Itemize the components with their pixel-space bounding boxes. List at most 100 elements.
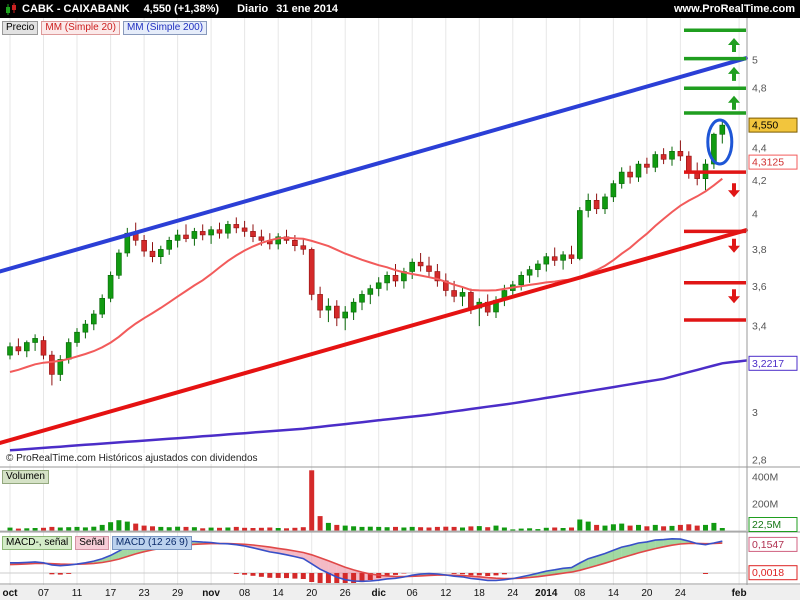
macd-fill	[646, 540, 656, 551]
volume-bar	[669, 525, 675, 531]
macd-fill	[613, 547, 622, 561]
candle-body	[660, 154, 667, 160]
mm20-legend-chip[interactable]: MM (Simple 20)	[41, 21, 120, 35]
candle-body	[719, 124, 726, 135]
volume-bar	[57, 527, 63, 531]
candle-body	[250, 231, 256, 237]
candle-body	[585, 200, 592, 211]
volume-bar	[124, 521, 130, 532]
macd-histogram	[49, 573, 708, 583]
macd-histogram-bar	[292, 573, 298, 579]
volume-bar	[200, 528, 206, 531]
price-series-chip[interactable]: Precio	[2, 21, 39, 35]
price-axis-label: 4,8	[752, 83, 767, 95]
candle-body	[417, 261, 424, 267]
volume-bar	[41, 527, 46, 531]
candle-body	[459, 292, 466, 297]
up-arrow[interactable]	[728, 38, 740, 52]
volume-bar	[359, 526, 365, 531]
candle-body	[325, 305, 332, 311]
volume-bar	[74, 526, 80, 531]
volume-bar	[242, 527, 248, 531]
volume-bar	[217, 527, 222, 531]
volume-bar	[468, 526, 474, 531]
highlight-ellipse[interactable]	[706, 118, 734, 166]
x-axis-tick: 17	[105, 588, 117, 599]
candle-body	[241, 227, 248, 232]
x-axis-tick: oct	[3, 588, 19, 599]
volume-bar	[569, 527, 574, 531]
macd-histogram-bar	[317, 573, 323, 583]
candle-body	[174, 234, 181, 241]
macd-fill	[655, 539, 664, 549]
volume-bar	[711, 522, 717, 531]
volume-bar	[409, 526, 415, 531]
candle-body	[602, 196, 608, 210]
volume-bar	[284, 528, 289, 531]
chart-canvas[interactable]: 5 4,8 4,4 4,2 4 3,8 3,6 3,4 3 2,8 4,550 4,3125 3,221…	[0, 18, 800, 600]
volume-bar	[300, 527, 306, 531]
volume-bar	[99, 524, 105, 531]
candle-body	[434, 271, 441, 282]
macd-histogram-bar	[367, 573, 373, 580]
volume-bar	[32, 528, 38, 531]
volume-bar	[636, 524, 641, 531]
candle-body	[233, 224, 240, 229]
volume-bar	[49, 526, 55, 531]
upper-channel-trendline[interactable]	[0, 56, 748, 274]
macd-fill	[320, 557, 329, 574]
candle-body	[107, 274, 114, 299]
x-axis-tick: 29	[172, 588, 184, 599]
volume-chip[interactable]: Volumen	[2, 470, 49, 484]
axis-badge-text: 3,2217	[752, 358, 784, 370]
candle-body	[711, 133, 717, 165]
price-axis-label: 3,8	[752, 244, 767, 256]
volume-bar	[317, 516, 323, 531]
volume-bar	[401, 527, 407, 531]
down-arrow[interactable]	[728, 183, 740, 198]
volume-bar	[619, 523, 625, 531]
axis-badge	[748, 517, 798, 532]
up-arrow[interactable]	[728, 66, 740, 81]
lower-channel-trendline[interactable]	[0, 228, 748, 445]
date-label: 31 ene 2014	[276, 3, 339, 15]
volume-bars	[7, 470, 725, 532]
x-axis-tick: 11	[72, 588, 83, 599]
axis-badge	[748, 536, 798, 552]
chart-background	[0, 18, 800, 600]
macd-fill	[303, 552, 312, 564]
x-axis-tick: 26	[340, 588, 352, 599]
volume-bar	[225, 527, 231, 531]
macd-hist-chip[interactable]: MACD-, señal	[2, 536, 73, 550]
x-axis-tick: 24	[675, 588, 687, 599]
down-arrow[interactable]	[728, 289, 740, 304]
candle-body	[183, 234, 189, 239]
mm200-legend-chip[interactable]: MM (Simple 200)	[122, 21, 208, 35]
macd-histogram-bar	[451, 573, 457, 574]
candle-body	[225, 224, 231, 234]
macd-histogram-bar	[250, 573, 256, 576]
candle-body	[191, 231, 198, 239]
macd-indicator-chip[interactable]: MACD (12 26 9)	[111, 536, 193, 550]
candle-body	[49, 354, 55, 375]
volume-bar	[292, 527, 298, 531]
candle-body	[317, 294, 323, 311]
chart-area[interactable]: 5 4,8 4,4 4,2 4 3,8 3,6 3,4 3 2,8 4,550 4,3125 3,221…	[0, 18, 800, 600]
macd-signal-chip[interactable]: Señal	[75, 536, 109, 550]
macd-legend: MACD-, señal Señal MACD (12 26 9)	[2, 536, 193, 550]
candle-body	[23, 342, 30, 352]
down-arrow[interactable]	[728, 238, 740, 253]
candle-body	[91, 313, 97, 325]
up-arrow[interactable]	[728, 95, 740, 110]
volume-bar	[15, 528, 21, 531]
prorealtime-link[interactable]: www.ProRealTime.com	[673, 3, 795, 15]
candle-body	[350, 301, 357, 313]
x-axis-tick: 14	[273, 588, 285, 599]
price-legend: Precio MM (Simple 20) MM (Simple 200)	[2, 21, 208, 35]
volume-bar	[501, 527, 507, 531]
volume-bar	[116, 520, 122, 531]
volume-bar	[703, 524, 708, 531]
macd-histogram-bar	[49, 573, 55, 575]
candle-body	[685, 155, 692, 173]
candle-body	[300, 245, 307, 250]
